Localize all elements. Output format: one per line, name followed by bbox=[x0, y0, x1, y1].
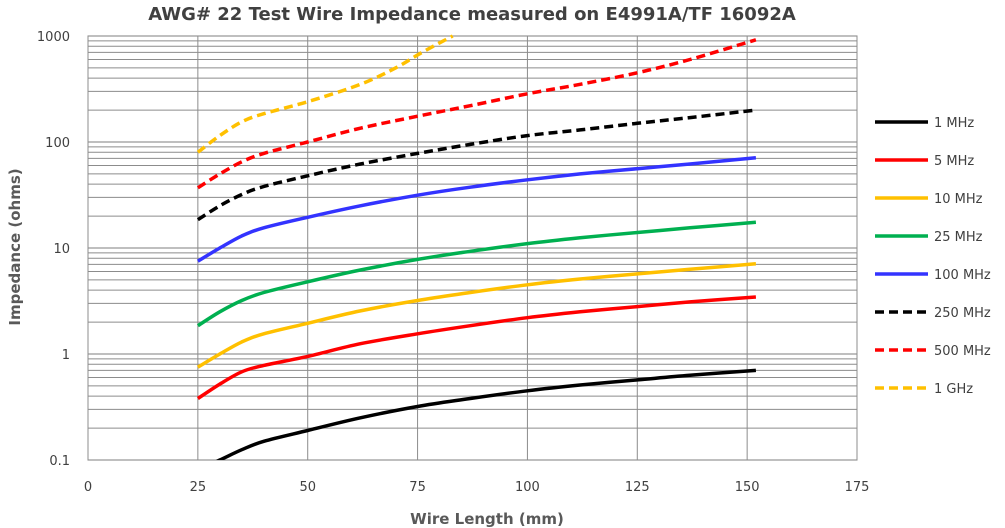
legend-entry-1-ghz: 1 GHz bbox=[875, 382, 973, 397]
grid bbox=[87, 35, 858, 461]
legend-label: 10 MHz bbox=[934, 192, 983, 207]
y-tick-label: 10 bbox=[53, 242, 70, 257]
legend-label: 5 MHz bbox=[934, 154, 974, 169]
chart-title: AWG# 22 Test Wire Impedance measured on … bbox=[148, 4, 796, 25]
legend-label: 500 MHz bbox=[934, 344, 991, 359]
series-lines bbox=[196, 34, 757, 460]
legend-entry-250-mhz: 250 MHz bbox=[875, 306, 991, 321]
y-tick-label: 100 bbox=[45, 136, 70, 151]
axis-ticks: 0 25 50 75 100 125 150 175 0.1 1 10 100 1000 bbox=[37, 30, 870, 495]
legend-entry-1-mhz: 1 MHz bbox=[875, 116, 974, 131]
series-line-25-mhz bbox=[196, 220, 757, 328]
x-tick-label: 50 bbox=[299, 480, 316, 495]
legend: 1 MHz 5 MHz 10 MHz 25 MHz 100 MHz 250 MHz 500 … bbox=[875, 116, 991, 397]
legend-label: 1 GHz bbox=[934, 382, 973, 397]
x-tick-label: 25 bbox=[190, 480, 207, 495]
x-tick-label: 150 bbox=[735, 480, 760, 495]
x-tick-label: 0 bbox=[84, 480, 92, 495]
legend-label: 250 MHz bbox=[934, 306, 991, 321]
legend-entry-5-mhz: 5 MHz bbox=[875, 154, 974, 169]
legend-label: 25 MHz bbox=[934, 230, 983, 245]
series-line-250-mhz bbox=[196, 108, 757, 222]
x-tick-label: 100 bbox=[515, 480, 540, 495]
series-line-10-mhz bbox=[196, 262, 757, 369]
series-line-1-mhz bbox=[215, 368, 757, 460]
series-line-100-mhz bbox=[196, 156, 757, 263]
series-line-1-ghz bbox=[196, 34, 454, 154]
series-line-5-mhz bbox=[196, 295, 757, 400]
y-tick-label: 0.1 bbox=[49, 454, 70, 469]
legend-entry-25-mhz: 25 MHz bbox=[875, 230, 983, 245]
x-tick-label: 75 bbox=[409, 480, 426, 495]
y-axis-title: Impedance (ohms) bbox=[6, 168, 24, 325]
legend-entry-100-mhz: 100 MHz bbox=[875, 268, 991, 283]
y-tick-label: 1 bbox=[62, 348, 70, 363]
legend-entry-500-mhz: 500 MHz bbox=[875, 344, 991, 359]
series-line-500-mhz bbox=[196, 38, 757, 190]
x-tick-label: 125 bbox=[625, 480, 650, 495]
y-tick-label: 1000 bbox=[37, 30, 70, 45]
legend-entry-10-mhz: 10 MHz bbox=[875, 192, 983, 207]
x-axis-title: Wire Length (mm) bbox=[410, 510, 564, 528]
legend-label: 100 MHz bbox=[934, 268, 991, 283]
legend-label: 1 MHz bbox=[934, 116, 974, 131]
x-tick-label: 175 bbox=[845, 480, 870, 495]
